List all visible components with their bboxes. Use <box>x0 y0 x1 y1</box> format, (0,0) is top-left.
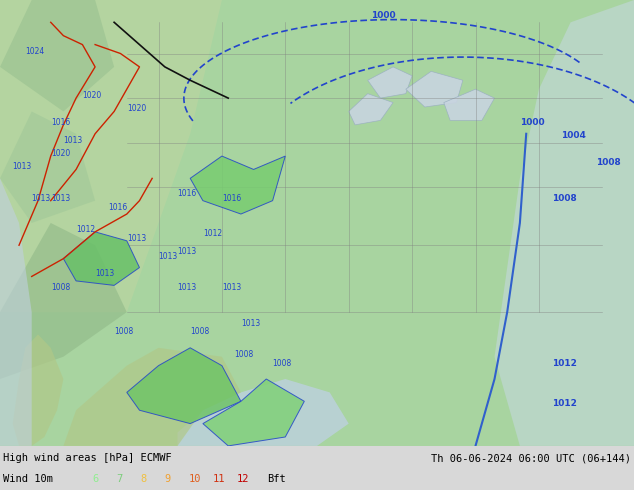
Text: 1016: 1016 <box>178 189 197 198</box>
Polygon shape <box>495 0 634 446</box>
Text: 1008: 1008 <box>552 194 576 203</box>
Text: High wind areas [hPa] ECMWF: High wind areas [hPa] ECMWF <box>3 453 172 463</box>
Text: 1020: 1020 <box>82 91 101 100</box>
Text: 1013: 1013 <box>63 136 82 145</box>
Text: 1013: 1013 <box>178 283 197 292</box>
Text: 1013: 1013 <box>32 194 51 203</box>
Polygon shape <box>0 0 114 112</box>
Text: 1013: 1013 <box>222 283 241 292</box>
Text: Wind 10m: Wind 10m <box>3 474 53 484</box>
Text: 1008: 1008 <box>273 359 292 368</box>
Text: 1020: 1020 <box>127 104 146 114</box>
Text: 1013: 1013 <box>51 194 70 203</box>
Polygon shape <box>0 0 222 312</box>
Text: 9: 9 <box>164 474 171 484</box>
Text: 1016: 1016 <box>108 202 127 212</box>
Polygon shape <box>190 156 285 214</box>
Text: 1012: 1012 <box>203 229 222 238</box>
Polygon shape <box>368 67 412 98</box>
Text: 7: 7 <box>116 474 122 484</box>
FancyBboxPatch shape <box>0 0 634 446</box>
Text: 1013: 1013 <box>241 318 260 327</box>
Text: 1008: 1008 <box>235 350 254 359</box>
Text: 12: 12 <box>236 474 249 484</box>
Text: 1013: 1013 <box>95 270 114 278</box>
Text: 6: 6 <box>92 474 98 484</box>
Polygon shape <box>349 94 393 125</box>
Polygon shape <box>13 334 63 446</box>
Text: 11: 11 <box>212 474 225 484</box>
Text: Bft: Bft <box>267 474 286 484</box>
Polygon shape <box>63 348 241 446</box>
Text: 1013: 1013 <box>158 252 178 261</box>
Text: 1013: 1013 <box>127 234 146 243</box>
Text: 1016: 1016 <box>51 118 70 127</box>
Text: 1013: 1013 <box>13 163 32 172</box>
Polygon shape <box>0 112 95 223</box>
Text: 1008: 1008 <box>596 158 621 167</box>
Text: 1008: 1008 <box>114 327 133 337</box>
Polygon shape <box>0 178 32 446</box>
Polygon shape <box>406 72 463 107</box>
Polygon shape <box>444 89 495 121</box>
Polygon shape <box>178 379 349 446</box>
Polygon shape <box>127 348 241 423</box>
Text: Th 06-06-2024 06:00 UTC (06+144): Th 06-06-2024 06:00 UTC (06+144) <box>431 453 631 463</box>
Text: 1016: 1016 <box>222 194 241 203</box>
Text: 1012: 1012 <box>552 399 576 408</box>
Text: 1008: 1008 <box>51 283 70 292</box>
Text: 1000: 1000 <box>371 11 396 20</box>
Text: 1024: 1024 <box>25 47 44 55</box>
Polygon shape <box>203 379 304 446</box>
Text: 1004: 1004 <box>561 131 586 140</box>
Polygon shape <box>63 232 139 285</box>
Text: 8: 8 <box>140 474 146 484</box>
Text: 1008: 1008 <box>190 327 209 337</box>
Text: 10: 10 <box>188 474 201 484</box>
Text: 1012: 1012 <box>76 225 95 234</box>
Text: 1020: 1020 <box>51 149 70 158</box>
Text: 1000: 1000 <box>520 118 545 127</box>
Polygon shape <box>0 223 127 379</box>
Text: 1013: 1013 <box>178 247 197 256</box>
Text: 1012: 1012 <box>552 359 576 368</box>
